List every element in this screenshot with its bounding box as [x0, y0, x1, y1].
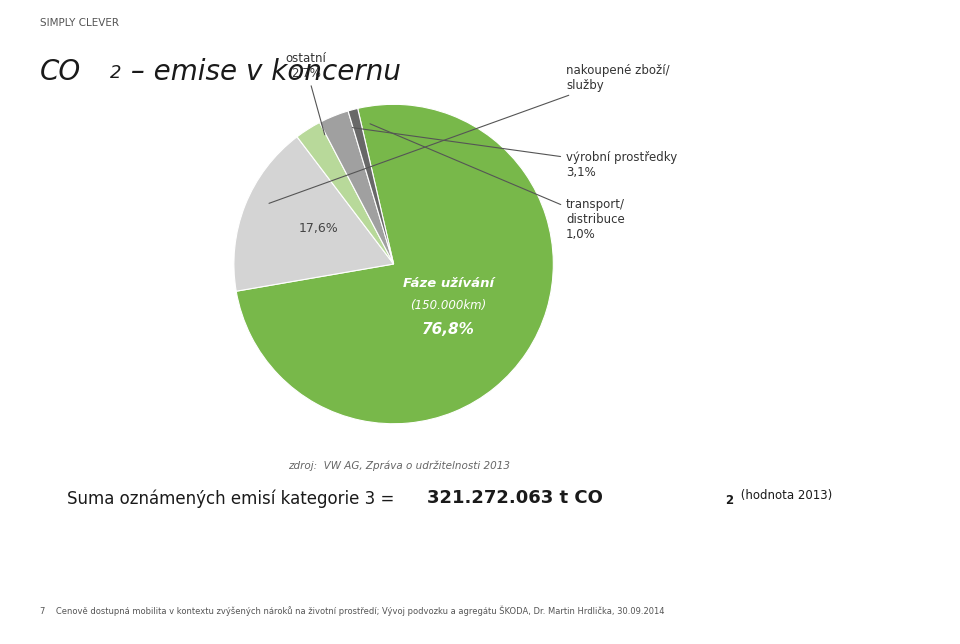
Text: Fáze užívání: Fáze užívání: [403, 277, 493, 290]
Wedge shape: [320, 111, 394, 264]
Text: (hodnota 2013): (hodnota 2013): [737, 489, 832, 502]
Wedge shape: [234, 137, 394, 291]
Text: CO: CO: [40, 58, 82, 86]
Text: ostatní
2,7%: ostatní 2,7%: [285, 52, 326, 135]
Text: SIMPLY CLEVER: SIMPLY CLEVER: [40, 18, 119, 28]
Text: zdroj:  VW AG, Zpráva o udržitelnosti 2013: zdroj: VW AG, Zpráva o udržitelnosti 201…: [288, 460, 510, 471]
Text: 2: 2: [109, 64, 121, 82]
Text: 2: 2: [725, 494, 732, 507]
Wedge shape: [236, 104, 553, 424]
Text: Suma oznámených emisí kategorie 3 =: Suma oznámených emisí kategorie 3 =: [67, 489, 399, 508]
Text: 7    Cenově dostupná mobilita v kontextu zvýšených nároků na životní prostředí; : 7 Cenově dostupná mobilita v kontextu zv…: [40, 605, 665, 616]
Text: transport/
distribuce
1,0%: transport/ distribuce 1,0%: [370, 124, 625, 241]
Text: 321.272.063 t CO: 321.272.063 t CO: [427, 489, 603, 507]
Text: nakoupené zboží/
služby: nakoupené zboží/ služby: [269, 64, 670, 204]
Text: (150.000km): (150.000km): [410, 299, 487, 312]
Text: – emise v koncernu: – emise v koncernu: [122, 58, 401, 86]
Text: výrobní prostředky
3,1%: výrobní prostředky 3,1%: [352, 128, 678, 179]
Wedge shape: [348, 108, 394, 264]
Text: 76,8%: 76,8%: [422, 323, 475, 337]
Text: Více než 75 %  celkového výskytu emisí kategorie 3 pochází z „fáze užívání“ .: Více než 75 % celkového výskytu emisí ka…: [156, 530, 804, 548]
Text: 17,6%: 17,6%: [299, 222, 338, 235]
Wedge shape: [297, 122, 394, 264]
